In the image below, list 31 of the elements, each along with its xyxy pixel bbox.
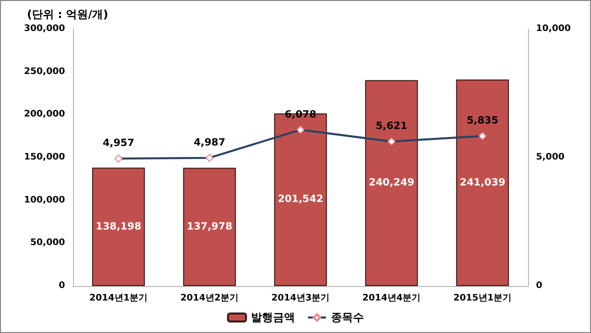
- x-tick-label: 2014년4분기: [362, 294, 421, 304]
- bar: [365, 80, 418, 286]
- data-label: 137,978: [186, 221, 232, 232]
- y-tick-label: 50,000: [30, 238, 65, 248]
- y-tick-label: 150,000: [24, 152, 65, 162]
- data-label: 4,987: [194, 137, 226, 148]
- y2-tick-label: 10,000: [536, 24, 571, 34]
- y-tick-label: 0: [58, 281, 65, 291]
- data-label: 240,249: [368, 178, 414, 189]
- bar: [183, 168, 236, 286]
- x-tick-label: 2014년1분기: [89, 294, 148, 304]
- text: (단위 : 억원/개): [27, 8, 108, 21]
- y-tick-label: 100,000: [24, 195, 65, 206]
- x-tick-label: 2014년3분기: [271, 294, 330, 304]
- y2-tick-label: 5,000: [536, 152, 564, 162]
- y2-tick-label: 0: [536, 281, 542, 291]
- data-label: 241,039: [460, 177, 506, 188]
- bar: [456, 80, 509, 286]
- legend-label: 발행금액: [251, 311, 295, 324]
- legend-label: 종목수: [331, 311, 364, 324]
- data-label: 5,621: [376, 121, 408, 132]
- data-label: 201,542: [278, 194, 324, 206]
- bar: [92, 168, 145, 286]
- x-tick-label: 2015년1분기: [453, 294, 512, 304]
- y-tick-label: 300,000: [24, 24, 65, 34]
- y-tick-label: 200,000: [24, 110, 65, 120]
- data-label: 138,198: [96, 221, 142, 232]
- data-label: 4,957: [102, 138, 134, 150]
- y-tick-label: 250,000: [24, 66, 65, 77]
- x-tick-label: 2014년2분기: [180, 294, 239, 304]
- data-label: 5,835: [466, 116, 498, 127]
